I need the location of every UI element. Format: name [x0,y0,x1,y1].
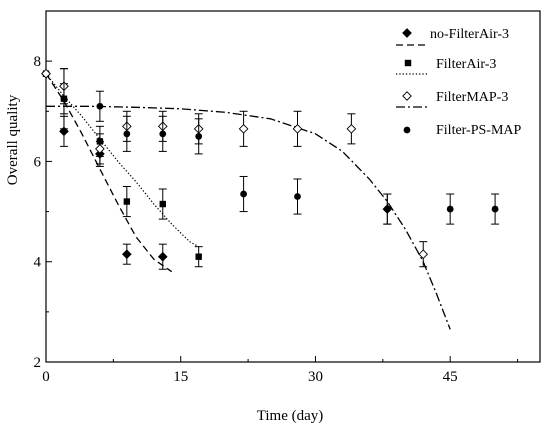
legend-label: Filter-PS-MAP [436,123,522,138]
data-point [418,249,429,260]
data-point [383,205,391,213]
y-axis-label: Overall quality [5,94,21,185]
data-point [195,253,202,260]
x-tick-label: 45 [443,369,458,385]
fit-line [45,73,199,248]
data-point [159,200,166,208]
data-point [60,95,68,103]
legend-marker [402,28,412,38]
fit-lines [45,73,451,330]
y-tick-label: 2 [34,355,42,371]
data-point [240,190,248,198]
legend-marker [402,91,412,101]
data-point [292,123,303,134]
data-point [123,198,131,205]
x-tick-label: 30 [308,369,323,385]
data-point [238,123,249,134]
data-point [446,205,454,213]
data-point [95,144,105,154]
data-points [41,68,500,270]
y-tick-label: 8 [34,54,42,70]
data-point [121,249,132,260]
legend-label: FilterAir-3 [436,57,496,72]
data-point [195,132,203,140]
y-axis: 2 4 6 8 [34,10,52,371]
x-tick-label: 0 [42,369,50,385]
legend-marker [404,59,412,67]
x-tick-label: 15 [173,369,188,385]
x-axis: 0 15 30 45 [42,356,519,385]
legend-marker [403,126,411,134]
fit-line [46,105,451,330]
data-point [41,68,51,79]
plot-frame [45,10,541,363]
data-point [491,205,499,213]
plot-border [45,10,541,363]
legend-label: no-FilterAir-3 [430,27,509,42]
y-tick-label: 4 [34,255,42,271]
legend: no-FilterAir-3 FilterAir-3 FilterMAP-3 Filt… [396,27,522,138]
data-point [346,123,357,134]
data-point [157,251,168,262]
data-point [159,130,167,138]
y-tick-label: 6 [34,154,42,170]
legend-label: FilterMAP-3 [436,90,508,105]
data-point [294,193,301,200]
data-point [123,130,131,138]
data-point [96,102,104,110]
x-axis-label: Time (day) [257,408,324,424]
